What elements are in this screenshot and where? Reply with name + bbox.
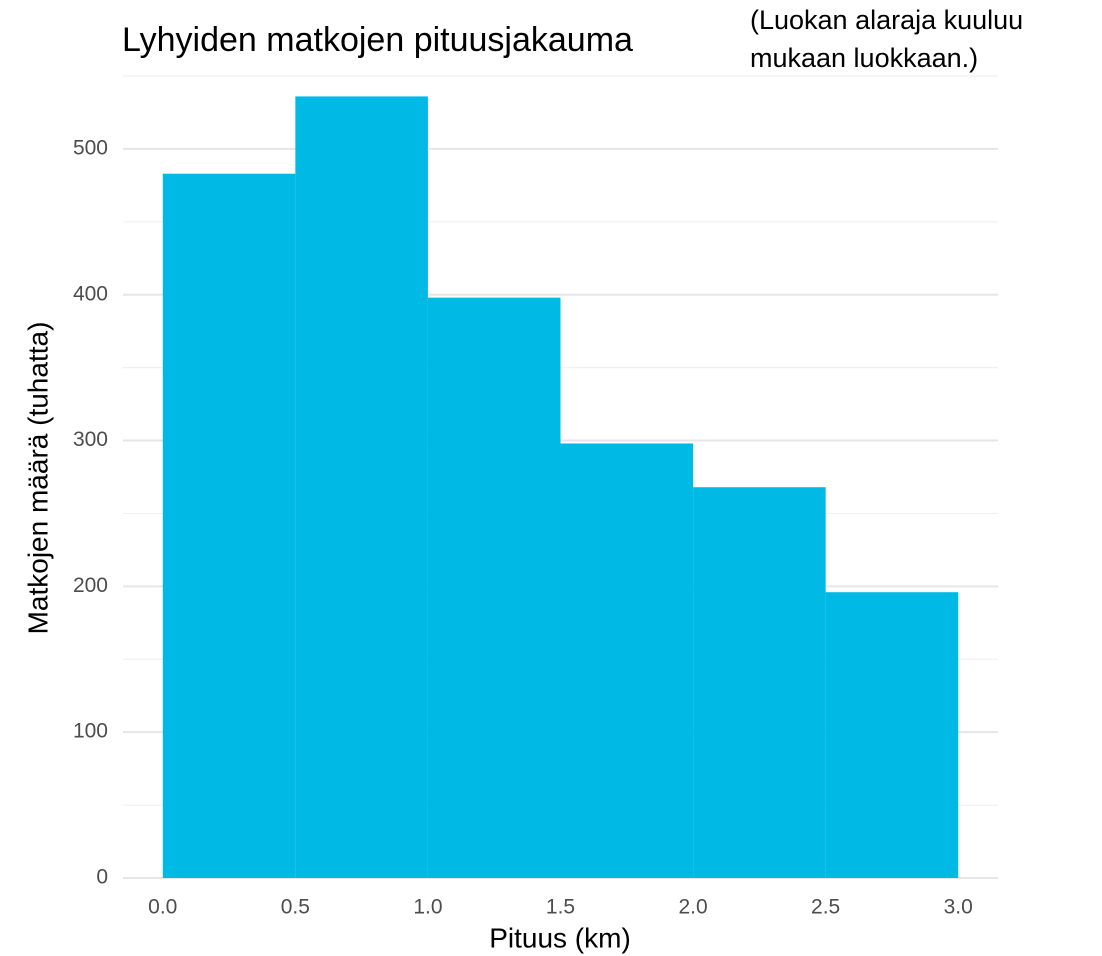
annotation: mukaan luokkaan.) [750, 43, 978, 73]
bar [162, 173, 296, 878]
y-tick-label: 0 [96, 866, 108, 889]
bar [427, 297, 561, 878]
chart-title: Lyhyiden matkojen pituusjakauma [122, 21, 633, 59]
y-tick-label: 500 [73, 136, 108, 159]
y-tick-label: 100 [73, 720, 108, 743]
y-tick-label: 200 [73, 574, 108, 597]
bar [560, 443, 694, 878]
x-tick-label: 0.5 [281, 896, 310, 919]
bar [693, 487, 826, 878]
x-axis-label: Pituus (km) [489, 922, 631, 953]
bar [295, 96, 428, 878]
x-tick-label: 1.0 [413, 896, 442, 919]
annotation: (Luokan alaraja kuuluu [750, 5, 1023, 35]
bar [825, 592, 959, 878]
x-tick-label: 1.5 [546, 896, 575, 919]
x-tick-label: 0.0 [148, 896, 177, 919]
x-tick-label: 2.5 [811, 896, 840, 919]
y-tick-label: 400 [73, 282, 108, 305]
x-tick-label: 2.0 [678, 896, 707, 919]
x-tick-label: 3.0 [944, 896, 973, 919]
y-axis-label: Matkojen määrä (tuhatta) [22, 322, 53, 635]
y-tick-label: 300 [73, 428, 108, 451]
